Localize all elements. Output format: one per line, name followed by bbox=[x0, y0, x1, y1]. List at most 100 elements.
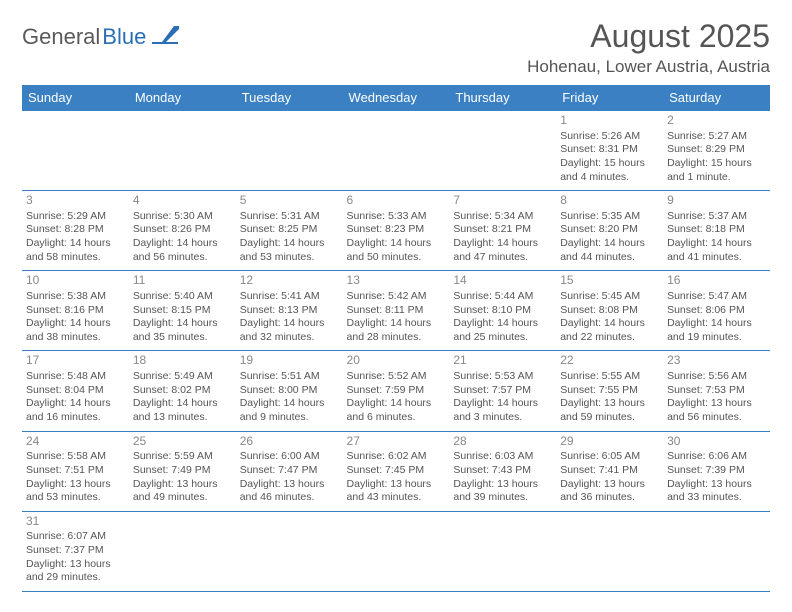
sunrise-text: Sunrise: 5:40 AM bbox=[133, 290, 232, 304]
calendar-cell: 20Sunrise: 5:52 AMSunset: 7:59 PMDayligh… bbox=[343, 351, 450, 431]
daylight-text: Daylight: 13 hours bbox=[26, 478, 125, 492]
daylight-text: Daylight: 14 hours bbox=[347, 317, 446, 331]
sunset-text: Sunset: 7:57 PM bbox=[453, 384, 552, 398]
day-number: 27 bbox=[347, 434, 446, 450]
daylight-text: and 56 minutes. bbox=[133, 251, 232, 265]
calendar-cell: 18Sunrise: 5:49 AMSunset: 8:02 PMDayligh… bbox=[129, 351, 236, 431]
calendar-table: Sunday Monday Tuesday Wednesday Thursday… bbox=[22, 85, 770, 592]
calendar-cell: 8Sunrise: 5:35 AMSunset: 8:20 PMDaylight… bbox=[556, 191, 663, 271]
calendar-cell bbox=[663, 511, 770, 591]
calendar-cell: 16Sunrise: 5:47 AMSunset: 8:06 PMDayligh… bbox=[663, 271, 770, 351]
day-number: 24 bbox=[26, 434, 125, 450]
calendar-cell: 22Sunrise: 5:55 AMSunset: 7:55 PMDayligh… bbox=[556, 351, 663, 431]
sunset-text: Sunset: 8:08 PM bbox=[560, 304, 659, 318]
daylight-text: and 44 minutes. bbox=[560, 251, 659, 265]
sunrise-text: Sunrise: 5:48 AM bbox=[26, 370, 125, 384]
daylight-text: and 46 minutes. bbox=[240, 491, 339, 505]
logo-text-dark: General bbox=[22, 24, 100, 50]
sunset-text: Sunset: 7:43 PM bbox=[453, 464, 552, 478]
sunset-text: Sunset: 8:18 PM bbox=[667, 223, 766, 237]
sunrise-text: Sunrise: 5:53 AM bbox=[453, 370, 552, 384]
calendar-cell: 6Sunrise: 5:33 AMSunset: 8:23 PMDaylight… bbox=[343, 191, 450, 271]
sunset-text: Sunset: 8:21 PM bbox=[453, 223, 552, 237]
calendar-cell bbox=[22, 111, 129, 191]
sunrise-text: Sunrise: 5:56 AM bbox=[667, 370, 766, 384]
calendar-cell bbox=[236, 511, 343, 591]
daylight-text: and 39 minutes. bbox=[453, 491, 552, 505]
daylight-text: and 4 minutes. bbox=[560, 171, 659, 185]
sunrise-text: Sunrise: 5:38 AM bbox=[26, 290, 125, 304]
calendar-row: 10Sunrise: 5:38 AMSunset: 8:16 PMDayligh… bbox=[22, 271, 770, 351]
daylight-text: and 59 minutes. bbox=[560, 411, 659, 425]
daylight-text: Daylight: 14 hours bbox=[667, 317, 766, 331]
calendar-row: 3Sunrise: 5:29 AMSunset: 8:28 PMDaylight… bbox=[22, 191, 770, 271]
sunrise-text: Sunrise: 5:44 AM bbox=[453, 290, 552, 304]
daylight-text: and 58 minutes. bbox=[26, 251, 125, 265]
calendar-cell: 23Sunrise: 5:56 AMSunset: 7:53 PMDayligh… bbox=[663, 351, 770, 431]
day-number: 7 bbox=[453, 193, 552, 209]
calendar-cell: 21Sunrise: 5:53 AMSunset: 7:57 PMDayligh… bbox=[449, 351, 556, 431]
day-number: 3 bbox=[26, 193, 125, 209]
daylight-text: and 13 minutes. bbox=[133, 411, 232, 425]
sunset-text: Sunset: 7:39 PM bbox=[667, 464, 766, 478]
daylight-text: Daylight: 13 hours bbox=[667, 397, 766, 411]
daylight-text: and 33 minutes. bbox=[667, 491, 766, 505]
sunset-text: Sunset: 7:47 PM bbox=[240, 464, 339, 478]
flag-icon bbox=[152, 26, 180, 49]
daylight-text: Daylight: 14 hours bbox=[667, 237, 766, 251]
daylight-text: Daylight: 15 hours bbox=[560, 157, 659, 171]
logo: General Blue bbox=[22, 24, 180, 50]
daylight-text: Daylight: 14 hours bbox=[26, 317, 125, 331]
day-number: 30 bbox=[667, 434, 766, 450]
calendar-cell: 17Sunrise: 5:48 AMSunset: 8:04 PMDayligh… bbox=[22, 351, 129, 431]
daylight-text: Daylight: 14 hours bbox=[133, 317, 232, 331]
calendar-row: 24Sunrise: 5:58 AMSunset: 7:51 PMDayligh… bbox=[22, 431, 770, 511]
day-number: 5 bbox=[240, 193, 339, 209]
day-number: 15 bbox=[560, 273, 659, 289]
title-block: August 2025 Hohenau, Lower Austria, Aust… bbox=[527, 18, 770, 77]
daylight-text: Daylight: 14 hours bbox=[133, 237, 232, 251]
daylight-text: Daylight: 13 hours bbox=[453, 478, 552, 492]
calendar-cell: 19Sunrise: 5:51 AMSunset: 8:00 PMDayligh… bbox=[236, 351, 343, 431]
daylight-text: Daylight: 14 hours bbox=[26, 237, 125, 251]
month-title: August 2025 bbox=[527, 18, 770, 55]
daylight-text: Daylight: 14 hours bbox=[560, 317, 659, 331]
day-number: 31 bbox=[26, 514, 125, 530]
sunrise-text: Sunrise: 5:35 AM bbox=[560, 210, 659, 224]
calendar-row: 31Sunrise: 6:07 AMSunset: 7:37 PMDayligh… bbox=[22, 511, 770, 591]
sunrise-text: Sunrise: 5:27 AM bbox=[667, 130, 766, 144]
daylight-text: Daylight: 14 hours bbox=[560, 237, 659, 251]
sunset-text: Sunset: 8:15 PM bbox=[133, 304, 232, 318]
sunset-text: Sunset: 7:45 PM bbox=[347, 464, 446, 478]
sunset-text: Sunset: 8:28 PM bbox=[26, 223, 125, 237]
sunrise-text: Sunrise: 5:45 AM bbox=[560, 290, 659, 304]
day-number: 28 bbox=[453, 434, 552, 450]
daylight-text: and 56 minutes. bbox=[667, 411, 766, 425]
day-number: 16 bbox=[667, 273, 766, 289]
day-number: 4 bbox=[133, 193, 232, 209]
sunrise-text: Sunrise: 5:58 AM bbox=[26, 450, 125, 464]
calendar-cell: 28Sunrise: 6:03 AMSunset: 7:43 PMDayligh… bbox=[449, 431, 556, 511]
day-number: 10 bbox=[26, 273, 125, 289]
calendar-cell: 30Sunrise: 6:06 AMSunset: 7:39 PMDayligh… bbox=[663, 431, 770, 511]
calendar-cell: 12Sunrise: 5:41 AMSunset: 8:13 PMDayligh… bbox=[236, 271, 343, 351]
daylight-text: Daylight: 13 hours bbox=[133, 478, 232, 492]
calendar-cell: 26Sunrise: 6:00 AMSunset: 7:47 PMDayligh… bbox=[236, 431, 343, 511]
daylight-text: Daylight: 13 hours bbox=[240, 478, 339, 492]
calendar-cell: 25Sunrise: 5:59 AMSunset: 7:49 PMDayligh… bbox=[129, 431, 236, 511]
daylight-text: and 22 minutes. bbox=[560, 331, 659, 345]
sunset-text: Sunset: 8:20 PM bbox=[560, 223, 659, 237]
daylight-text: Daylight: 14 hours bbox=[453, 237, 552, 251]
sunrise-text: Sunrise: 5:42 AM bbox=[347, 290, 446, 304]
sunrise-text: Sunrise: 5:41 AM bbox=[240, 290, 339, 304]
daylight-text: and 38 minutes. bbox=[26, 331, 125, 345]
calendar-row: 17Sunrise: 5:48 AMSunset: 8:04 PMDayligh… bbox=[22, 351, 770, 431]
sunset-text: Sunset: 7:37 PM bbox=[26, 544, 125, 558]
daylight-text: Daylight: 14 hours bbox=[133, 397, 232, 411]
day-number: 20 bbox=[347, 353, 446, 369]
sunrise-text: Sunrise: 5:37 AM bbox=[667, 210, 766, 224]
sunset-text: Sunset: 8:25 PM bbox=[240, 223, 339, 237]
sunset-text: Sunset: 8:26 PM bbox=[133, 223, 232, 237]
sunrise-text: Sunrise: 5:26 AM bbox=[560, 130, 659, 144]
sunrise-text: Sunrise: 6:05 AM bbox=[560, 450, 659, 464]
